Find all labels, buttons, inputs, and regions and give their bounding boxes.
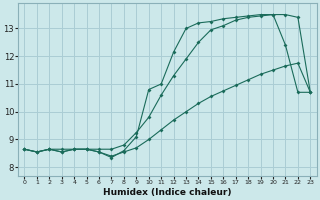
X-axis label: Humidex (Indice chaleur): Humidex (Indice chaleur) xyxy=(103,188,232,197)
